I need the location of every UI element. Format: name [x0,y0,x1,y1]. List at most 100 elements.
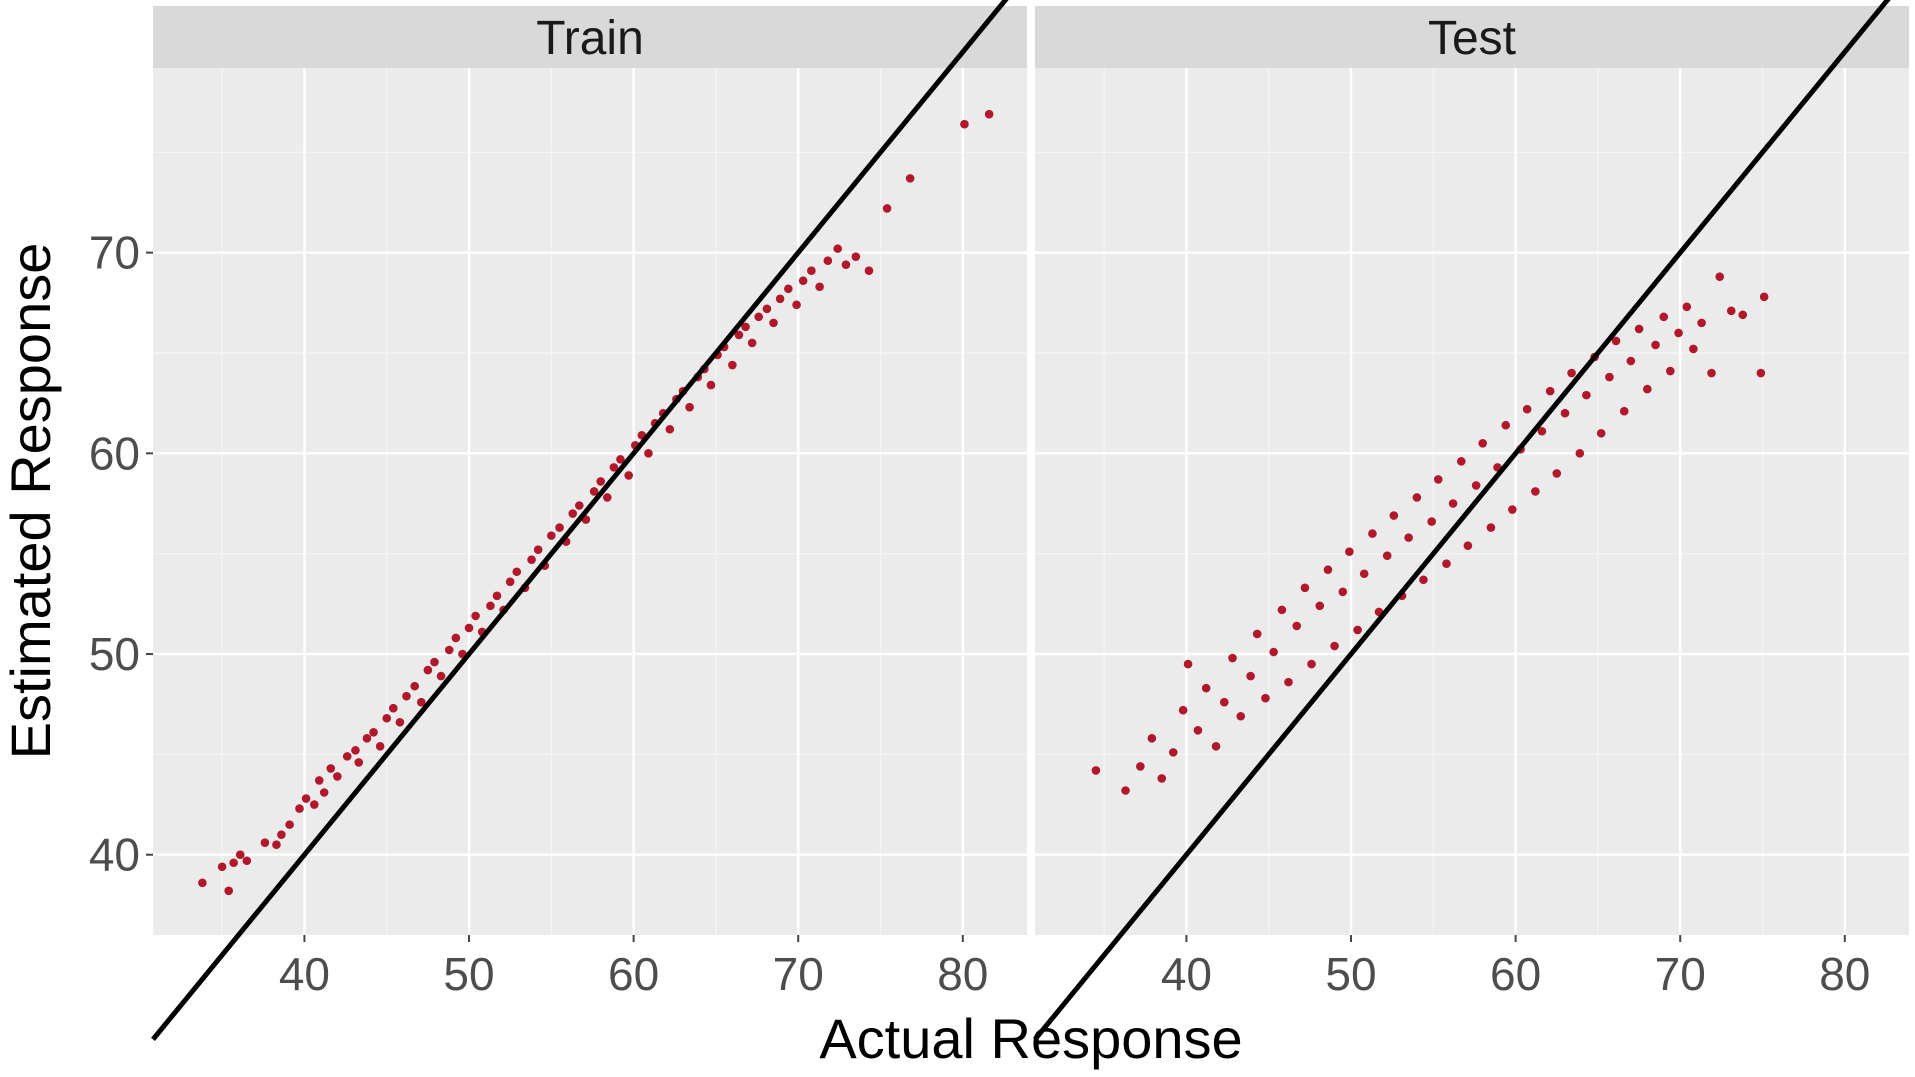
data-point [1659,312,1669,322]
data-point [235,850,245,860]
data-point [242,856,252,866]
data-point [369,727,378,737]
data-point [1404,533,1413,542]
data-point [395,717,405,727]
data-point [864,266,874,276]
data-point [1389,511,1399,520]
panel-train: Train [151,0,1027,1041]
data-point [1457,457,1466,466]
data-point [1642,384,1652,394]
data-point [1252,629,1262,639]
data-point [310,800,319,809]
data-point [1353,625,1362,635]
data-point [685,402,694,412]
data-point [326,764,336,773]
data-point [616,455,625,464]
data-point [823,256,833,265]
data-point [547,531,556,540]
data-point [1486,523,1496,532]
data-point [486,601,495,611]
data-point [1183,659,1193,669]
x-tick-label: 70 [1655,948,1706,1000]
x-tick-label: 50 [1325,948,1376,1000]
data-point [1567,368,1576,378]
data-point [416,697,426,707]
data-point [754,312,764,322]
data-point [1651,340,1660,350]
data-point [769,318,778,328]
data-point [375,742,385,751]
data-point [1666,366,1675,376]
data-point [589,487,599,496]
panel-strip-train [153,6,1027,68]
data-point [444,645,454,655]
data-point [1463,541,1473,550]
data-point [389,703,398,713]
data-point [1433,475,1443,484]
data-point [1359,569,1369,579]
y-tick-label: 50 [89,628,140,680]
data-point [568,509,578,518]
data-point [706,380,716,390]
y-axis-title: Estimated Response [0,243,62,760]
data-point [734,330,744,340]
data-point [1277,605,1287,615]
data-point [1537,426,1547,436]
x-tick-label: 80 [937,948,988,1000]
data-point [1596,428,1606,438]
data-point [224,886,234,896]
data-point [410,681,420,691]
data-point [430,657,439,667]
data-point [1442,559,1451,569]
data-point [784,284,793,294]
data-point [1315,601,1325,611]
data-point [1759,292,1769,302]
plot-background-test [1035,68,1909,935]
x-tick-label: 70 [773,948,824,1000]
data-point [1552,469,1562,478]
y-tick-label: 40 [89,829,140,881]
data-point [1269,647,1278,657]
data-point [198,878,207,888]
data-point [1136,762,1145,771]
x-tick-label: 40 [279,948,330,1000]
data-point [505,577,515,587]
data-point [1157,774,1167,783]
data-point [342,752,352,761]
data-point [1419,575,1428,585]
data-point [1091,766,1101,775]
data-point [1211,742,1221,751]
data-point [1522,404,1532,414]
data-point [1284,677,1293,687]
data-point [451,633,461,643]
data-point [402,691,411,701]
data-point [665,424,675,434]
data-point [1508,505,1517,514]
data-point [1501,420,1511,430]
identity-line-test [1033,0,1891,1041]
x-tick-label: 60 [608,948,659,1000]
x-tick-label: 40 [1161,948,1212,1000]
data-point [1605,372,1614,382]
data-point [333,772,342,781]
panel-test: Test [1033,0,1909,1041]
data-point [533,545,543,554]
data-point [575,501,584,510]
data-point [741,322,750,332]
data-point [1178,705,1188,715]
data-point [762,304,772,314]
data-point [301,794,311,803]
data-point [382,713,392,723]
data-point [1292,621,1302,631]
x-axis-test: 40 50 60 70 80 [1161,935,1870,1000]
data-point [229,858,238,868]
data-point [1531,487,1540,496]
gridlines-train [153,68,1027,935]
data-point [1246,671,1255,681]
x-tick-label: 80 [1819,948,1870,1000]
data-point [644,449,653,458]
data-point [1575,449,1585,458]
data-point [609,463,619,472]
